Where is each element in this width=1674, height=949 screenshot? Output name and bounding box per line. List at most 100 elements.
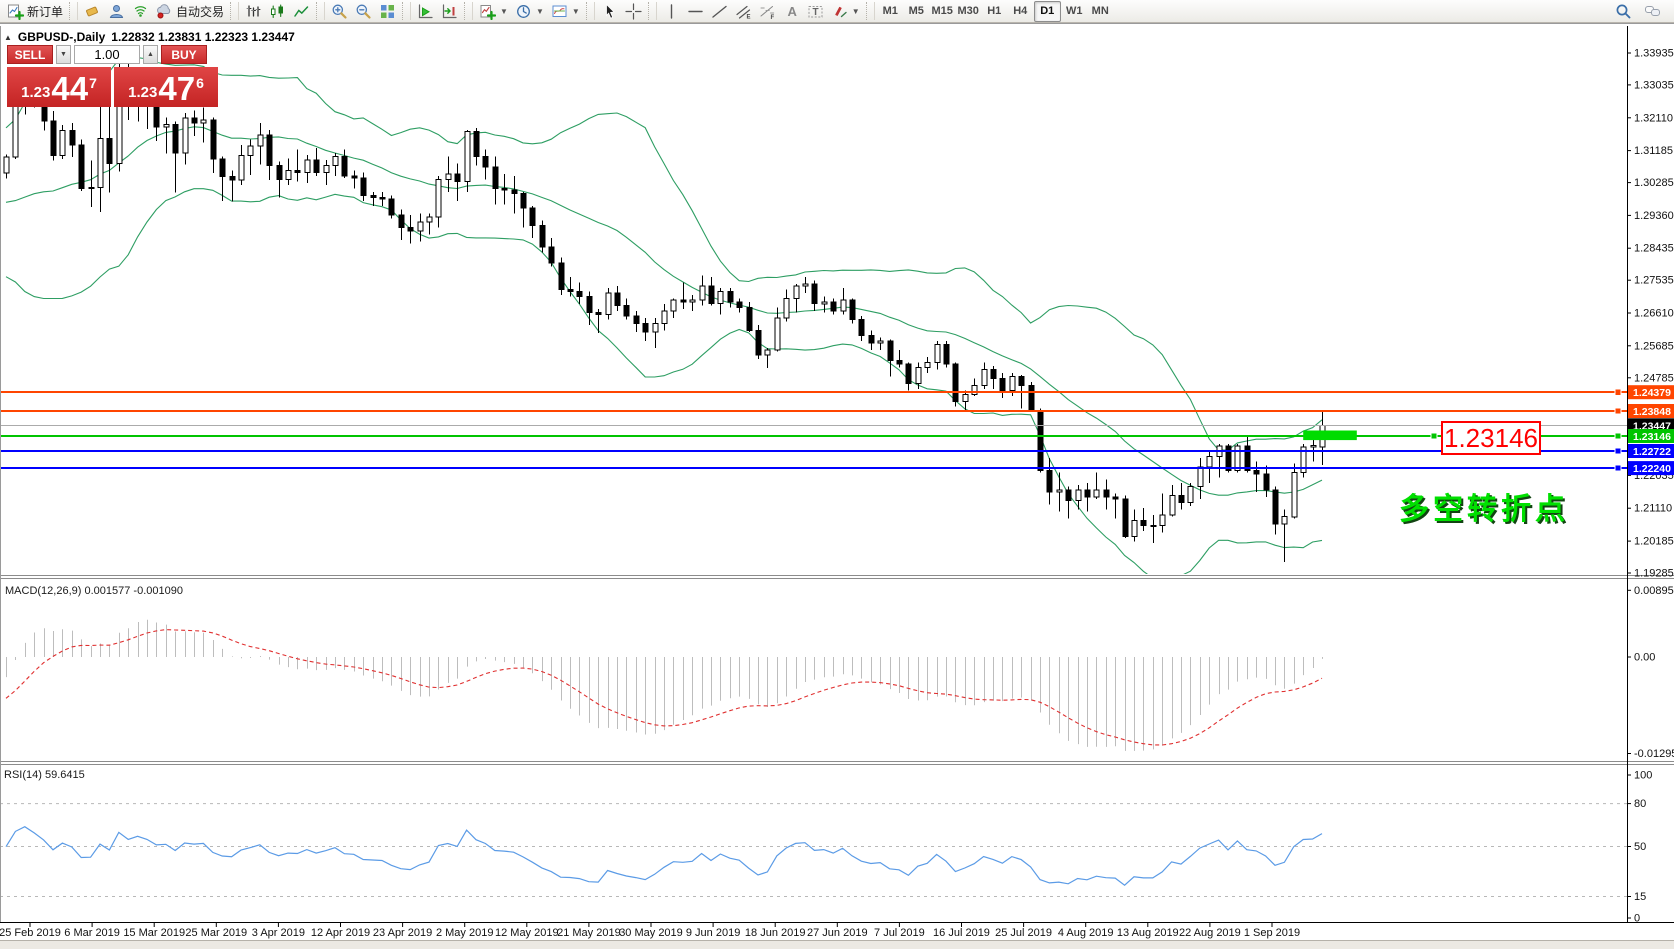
candle-body: [905, 363, 912, 385]
timeframe-d1-button[interactable]: D1: [1033, 0, 1061, 22]
templates-button[interactable]: ▼: [548, 1, 583, 21]
tile-windows-button[interactable]: [376, 1, 399, 21]
volume-input[interactable]: 1.00: [74, 45, 140, 64]
price-label-badge: [1628, 444, 1674, 458]
candle-body: [830, 301, 837, 312]
candle-body: [1037, 409, 1044, 472]
text-label-button[interactable]: T: [804, 1, 827, 21]
price-callout-annotation[interactable]: 1.23146: [1441, 421, 1541, 455]
main-toolbar: 新订单 自动交易 ▼ ▼ ▼ E F A T ▼ M1 M5 M15 M30 H1 H4 D1 W1 MN: [0, 0, 1674, 23]
search-button[interactable]: [1612, 1, 1635, 21]
price-tick-label: 1.20185: [1634, 536, 1674, 548]
search-icon: [1616, 4, 1631, 18]
hline-handle[interactable]: [1614, 432, 1622, 440]
hline-handle[interactable]: [1614, 447, 1622, 455]
candle-body: [323, 164, 330, 173]
profile-button[interactable]: [105, 1, 128, 21]
date-tick-label: 13 Aug 2019: [1117, 927, 1179, 939]
annotation-zone[interactable]: [1303, 430, 1357, 441]
candle-body: [97, 138, 104, 188]
signals-button[interactable]: [129, 1, 152, 21]
macd-panel: [5, 619, 1323, 751]
sell-button[interactable]: SELL: [7, 45, 53, 64]
candle-body: [915, 367, 922, 385]
candle-body: [1225, 445, 1232, 472]
candle-body: [238, 154, 245, 181]
candle-body: [764, 349, 771, 356]
candle-body: [1234, 445, 1241, 472]
buy-price-box[interactable]: 1.23 47 6: [114, 67, 218, 107]
date-tick-label: 23 Apr 2019: [373, 927, 432, 939]
equidistant-channel-button[interactable]: E: [732, 1, 755, 21]
candle-body: [1093, 489, 1100, 498]
auto-scroll-button[interactable]: [414, 1, 437, 21]
timeframe-h4-button[interactable]: H4: [1013, 5, 1028, 17]
sell-price-box[interactable]: 1.23 44 7: [7, 67, 111, 107]
volume-up-button[interactable]: ▲: [143, 45, 158, 64]
bar-chart-button[interactable]: [242, 1, 265, 21]
candle-body: [1103, 489, 1110, 498]
candle-body: [623, 305, 630, 317]
zoom-out-button[interactable]: [352, 1, 375, 21]
hline-handle[interactable]: [1430, 432, 1438, 440]
volume-down-button[interactable]: ▼: [56, 45, 71, 64]
turning-point-annotation[interactable]: 多空转折点: [1399, 493, 1569, 526]
time-axis[interactable]: 25 Feb 2019 6 Mar 2019 15 Mar 2019 25 Mar 2…: [0, 922, 1300, 939]
line-chart-button[interactable]: [290, 1, 313, 21]
timeframe-m15-button[interactable]: M15: [931, 5, 953, 17]
new-order-button[interactable]: 新订单: [4, 1, 66, 21]
candle-body: [1046, 470, 1053, 493]
candle-chart-button[interactable]: [266, 1, 289, 21]
timeframe-h1-button[interactable]: H1: [987, 5, 1002, 17]
chart-shift-button[interactable]: [438, 1, 461, 21]
candle-body: [793, 285, 800, 299]
hline-handle[interactable]: [1614, 407, 1622, 415]
chat-button[interactable]: [1641, 1, 1664, 21]
price-tick-label: 1.21110: [1634, 503, 1672, 515]
candle-body: [341, 156, 348, 177]
candle-body: [1244, 445, 1251, 472]
trend-line-button[interactable]: [708, 1, 731, 21]
price-label-badge: [1628, 404, 1674, 418]
collapse-chart-icon[interactable]: ▲: [4, 32, 12, 42]
hline-handle[interactable]: [1614, 464, 1622, 472]
candle-body: [88, 186, 95, 189]
candle-body: [717, 290, 724, 305]
tile-windows-icon: [381, 4, 395, 18]
fibonacci-button[interactable]: F: [756, 1, 779, 21]
timeframe-m5-button[interactable]: M5: [908, 5, 924, 17]
date-tick-label: 4 Aug 2019: [1058, 927, 1114, 939]
timeframe-mn-button[interactable]: MN: [1091, 5, 1109, 17]
hline-handle[interactable]: [1614, 388, 1622, 396]
highlight-zone[interactable]: [1303, 430, 1357, 441]
date-tick-label: 18 Jun 2019: [745, 927, 806, 939]
periods-button[interactable]: ▼: [512, 1, 547, 21]
indicators-button[interactable]: ▼: [476, 1, 511, 21]
date-tick-label: 7 Jul 2019: [874, 927, 925, 939]
templates-icon: [552, 5, 567, 17]
price-label-text: 1.23848: [1633, 406, 1671, 418]
timeframe-w1-button[interactable]: W1: [1065, 5, 1083, 17]
cursor-button[interactable]: [598, 1, 621, 21]
horizontal-line-button[interactable]: [684, 1, 707, 21]
candle-body: [661, 310, 668, 324]
arrows-button[interactable]: ▼: [828, 1, 863, 21]
profile-icon: [109, 4, 124, 18]
horizontal-line-icon: [688, 10, 703, 12]
zoom-in-button[interactable]: [328, 1, 351, 21]
timeframe-m1-button[interactable]: M1: [882, 5, 898, 17]
vertical-line-button[interactable]: [660, 1, 683, 21]
text-button[interactable]: A: [780, 1, 803, 21]
buy-button[interactable]: BUY: [161, 45, 207, 64]
eraser-button[interactable]: [81, 1, 104, 21]
candle-body: [1291, 471, 1298, 518]
crosshair-button[interactable]: [622, 1, 645, 21]
timeframe-m30-button[interactable]: M30: [957, 5, 979, 17]
auto-scroll-icon: [418, 3, 433, 18]
candle-body: [1197, 466, 1204, 487]
auto-trading-button[interactable]: 自动交易: [153, 1, 227, 21]
price-label-badge: [1628, 418, 1674, 433]
candle-body: [520, 193, 527, 209]
candle-body: [1009, 376, 1016, 392]
